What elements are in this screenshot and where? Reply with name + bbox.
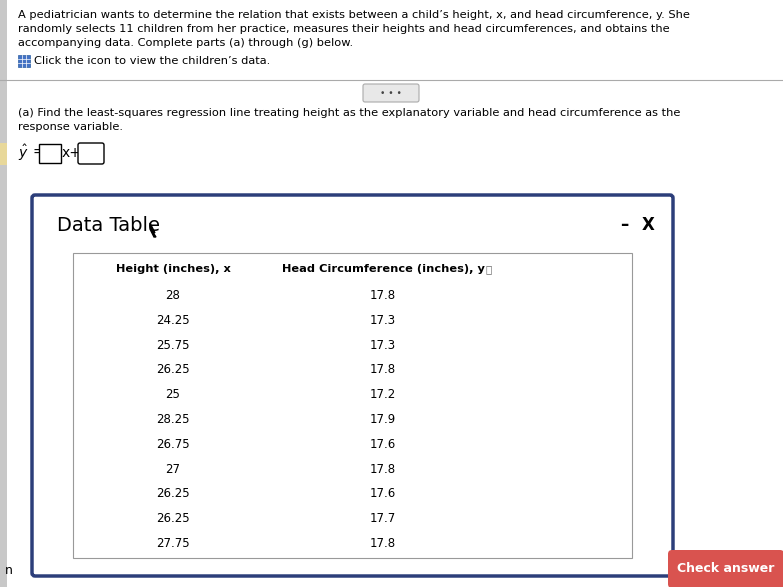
FancyBboxPatch shape (363, 84, 419, 102)
Text: =: = (32, 146, 44, 160)
FancyBboxPatch shape (39, 144, 61, 163)
FancyBboxPatch shape (32, 195, 673, 576)
Text: 17.8: 17.8 (370, 289, 396, 302)
Text: Height (inches), x: Height (inches), x (116, 264, 230, 274)
Text: 17.3: 17.3 (370, 313, 396, 327)
Text: A pediatrician wants to determine the relation that exists between a child’s hei: A pediatrician wants to determine the re… (18, 10, 690, 20)
Text: • • •: • • • (380, 89, 402, 97)
Polygon shape (150, 223, 156, 237)
Text: X: X (642, 216, 655, 234)
Text: Check answer: Check answer (677, 562, 774, 575)
Text: 24.25: 24.25 (156, 313, 189, 327)
Text: 28: 28 (165, 289, 180, 302)
FancyBboxPatch shape (73, 253, 632, 558)
Text: 26.25: 26.25 (156, 512, 189, 525)
Text: 17.9: 17.9 (370, 413, 396, 426)
Text: 26.75: 26.75 (156, 438, 189, 451)
Text: 17.3: 17.3 (370, 339, 396, 352)
Text: 27: 27 (165, 463, 181, 475)
Text: Data Table: Data Table (57, 216, 160, 235)
Text: (a) Find the least-squares regression line treating height as the explanatory va: (a) Find the least-squares regression li… (18, 108, 680, 118)
Text: $\hat{y}$: $\hat{y}$ (18, 143, 29, 163)
FancyBboxPatch shape (0, 143, 7, 165)
Text: Click the icon to view the children’s data.: Click the icon to view the children’s da… (34, 56, 270, 66)
FancyBboxPatch shape (0, 0, 7, 587)
FancyBboxPatch shape (78, 143, 104, 164)
Text: 26.25: 26.25 (156, 363, 189, 376)
Text: 28.25: 28.25 (157, 413, 189, 426)
Text: 17.7: 17.7 (370, 512, 396, 525)
FancyBboxPatch shape (18, 55, 30, 67)
Text: 27.75: 27.75 (156, 537, 189, 550)
Text: 25: 25 (165, 388, 180, 401)
FancyBboxPatch shape (668, 550, 783, 587)
Text: Head Circumference (inches), y: Head Circumference (inches), y (282, 264, 485, 274)
Text: 17.6: 17.6 (370, 438, 396, 451)
Text: 17.8: 17.8 (370, 463, 396, 475)
Text: x+: x+ (62, 146, 82, 160)
Text: 17.6: 17.6 (370, 487, 396, 501)
Text: response variable.: response variable. (18, 122, 123, 132)
Text: –: – (620, 216, 628, 234)
Text: 26.25: 26.25 (156, 487, 189, 501)
Text: ⧉: ⧉ (485, 264, 491, 274)
Text: accompanying data. Complete parts (a) through (g) below.: accompanying data. Complete parts (a) th… (18, 38, 353, 48)
Text: 17.8: 17.8 (370, 363, 396, 376)
Text: 17.8: 17.8 (370, 537, 396, 550)
Text: 25.75: 25.75 (157, 339, 189, 352)
Text: 17.2: 17.2 (370, 388, 396, 401)
Text: randomly selects 11 children from her practice, measures their heights and head : randomly selects 11 children from her pr… (18, 24, 669, 34)
Text: n: n (5, 564, 13, 577)
